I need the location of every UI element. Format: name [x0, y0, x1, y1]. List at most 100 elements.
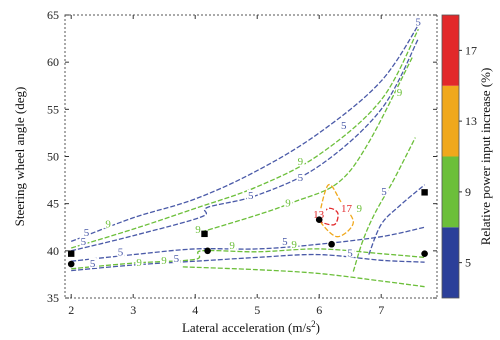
y-tick-label-40: 40 [47, 244, 59, 258]
colorbar-tick-label-17: 17 [465, 43, 477, 57]
x-tick-label-5: 5 [254, 303, 260, 317]
colorbar-tick-label-13: 13 [465, 114, 477, 128]
markers-layer [67, 189, 428, 268]
colorbar-frame [441, 14, 460, 299]
contour-label-bg-23 [340, 203, 354, 214]
colorbar-title: Relative power input increase (%) [478, 68, 493, 246]
contour-label-bg-5 [284, 197, 293, 208]
contour-label-18: 5 [90, 258, 96, 270]
contour-label-bg-12 [194, 223, 203, 234]
contour-line-5-5 [368, 184, 426, 255]
contour-label-bg-8 [395, 87, 404, 98]
marker-square-2 [201, 230, 208, 238]
contour-label-23: 17 [341, 203, 353, 215]
colorbar-tick-label-9: 9 [465, 185, 471, 199]
contour-label-17: 9 [136, 257, 142, 269]
contour-label-16: 9 [291, 239, 297, 251]
contour-line-5-8 [71, 253, 425, 272]
contour-label-bg-6 [247, 190, 255, 201]
contour-label-4: 5 [298, 172, 304, 184]
contour-label-bg-2 [79, 236, 88, 247]
contour-label-bg-17 [135, 256, 144, 267]
x-tick-label-4: 4 [192, 303, 198, 317]
y-tick-label-35: 35 [47, 291, 59, 305]
y-tick-label-50: 50 [47, 150, 59, 164]
contour-line-9-1 [71, 28, 419, 249]
contour-label-14: 5 [118, 247, 124, 259]
contour-label-15: 5 [282, 236, 288, 248]
contour-label-bg-1 [104, 218, 113, 229]
contour-label-3: 9 [298, 156, 304, 168]
contour-label-bg-3 [296, 156, 305, 167]
marker-circle-5 [328, 240, 335, 248]
marker-circle-7 [421, 250, 428, 257]
contour-line-9-3 [201, 57, 413, 233]
contour-label-21: 5 [347, 248, 353, 260]
y-tick-label-45: 45 [47, 197, 59, 211]
x-axis-title-main: Lateral acceleration (m/s [182, 320, 311, 335]
contour-label-5: 9 [285, 198, 291, 210]
contour-label-bg-21 [346, 247, 355, 258]
contour-label-11: 9 [357, 203, 363, 215]
contour-label-bg-7 [340, 120, 348, 131]
contour-label-bg-18 [88, 257, 97, 268]
x-axis-title: Lateral acceleration (m/s2) [182, 319, 320, 335]
contour-label-12: 9 [195, 224, 201, 236]
contour-line-5-0 [70, 19, 423, 243]
contour-label-13: 9 [229, 240, 235, 252]
y-tick-label-55: 55 [47, 102, 59, 116]
contour-label-6: 5 [248, 190, 254, 202]
contour-label-bg-16 [290, 239, 299, 250]
contour-line-9-9 [182, 266, 425, 288]
contour-label-9: 5 [415, 16, 421, 28]
contour-label-7: 5 [341, 120, 347, 132]
x-tick-label-3: 3 [130, 303, 136, 317]
contour-label-bg-19 [160, 255, 169, 266]
y-tick-label-65: 65 [47, 8, 59, 22]
marker-circle-3 [204, 247, 211, 255]
marker-square-6 [421, 189, 428, 196]
contour-label-19: 9 [161, 255, 167, 267]
contour-label-bg-4 [296, 172, 305, 183]
colorbar-band-1 [442, 156, 459, 228]
contour-line-17-10 [318, 183, 354, 238]
contour-label-2: 5 [81, 236, 87, 248]
x-tick-label-6: 6 [316, 303, 322, 317]
contour-label-10: 5 [381, 186, 387, 198]
contour-label-1: 9 [105, 218, 111, 230]
x-tick-label-7: 7 [378, 303, 384, 317]
contour-label-bg-15 [281, 236, 290, 247]
contour-label-bg-20 [172, 253, 181, 264]
contour-line-5-6 [71, 226, 425, 262]
contour-label-bg-11 [355, 203, 364, 214]
contour-label-0: 5 [84, 227, 90, 239]
contour-label-bg-10 [380, 186, 389, 197]
plot-frame [64, 14, 438, 299]
contour-label-bg-22 [312, 208, 327, 219]
colorbar-band-3 [442, 15, 459, 86]
y-axis-title: Steering wheel angle (deg) [12, 87, 27, 227]
marker-circle-1 [67, 260, 75, 268]
contour-label-bg-0 [82, 226, 91, 237]
colorbar-band-2 [442, 85, 459, 157]
marker-circle-4 [315, 216, 323, 224]
colorbar-tick-label-5: 5 [465, 256, 471, 270]
contour-line-13-11 [318, 207, 339, 226]
contour-label-bg-14 [116, 246, 125, 257]
y-tick-label-60: 60 [47, 55, 59, 69]
contour-line-9-4 [352, 137, 416, 272]
contours-layer [70, 19, 426, 288]
contour-label-bg-13 [228, 240, 237, 251]
contour-label-bg-9 [414, 16, 423, 27]
colorbar-band-0 [442, 227, 459, 298]
marker-square-0 [68, 250, 75, 257]
x-axis-title-end: ) [316, 320, 320, 335]
contour-label-20: 5 [174, 253, 180, 265]
x-tick-label-2: 2 [68, 303, 74, 317]
plot-area [64, 14, 438, 299]
